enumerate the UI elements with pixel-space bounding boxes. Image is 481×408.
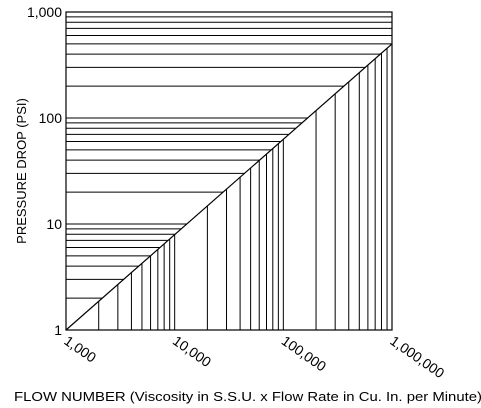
- y-tick-label: 10: [46, 216, 62, 232]
- y-tick-label: 1,000: [27, 4, 62, 20]
- y-tick-labels: 1 10 100 1,000: [27, 4, 62, 338]
- y-tick-label: 100: [39, 110, 63, 126]
- plot-frame: [65, 11, 393, 331]
- y-tick-label: 1: [54, 322, 62, 338]
- x-tick-label: 100,000: [279, 332, 330, 374]
- series-layer: [65, 43, 393, 331]
- series-line: [65, 43, 393, 331]
- x-tick-label: 1,000,000: [387, 332, 447, 381]
- x-tick-labels: 1,000 10,000 100,000 1,000,000: [61, 332, 447, 381]
- x-tick-label: 10,000: [170, 332, 214, 370]
- x-tick-label: 1,000: [61, 332, 99, 365]
- y-axis-title: PRESSURE DROP (PSI): [14, 98, 29, 244]
- x-axis-title: FLOW NUMBER (Viscosity in S.S.U. x Flow …: [14, 389, 481, 404]
- grid-layer: [66, 16, 392, 330]
